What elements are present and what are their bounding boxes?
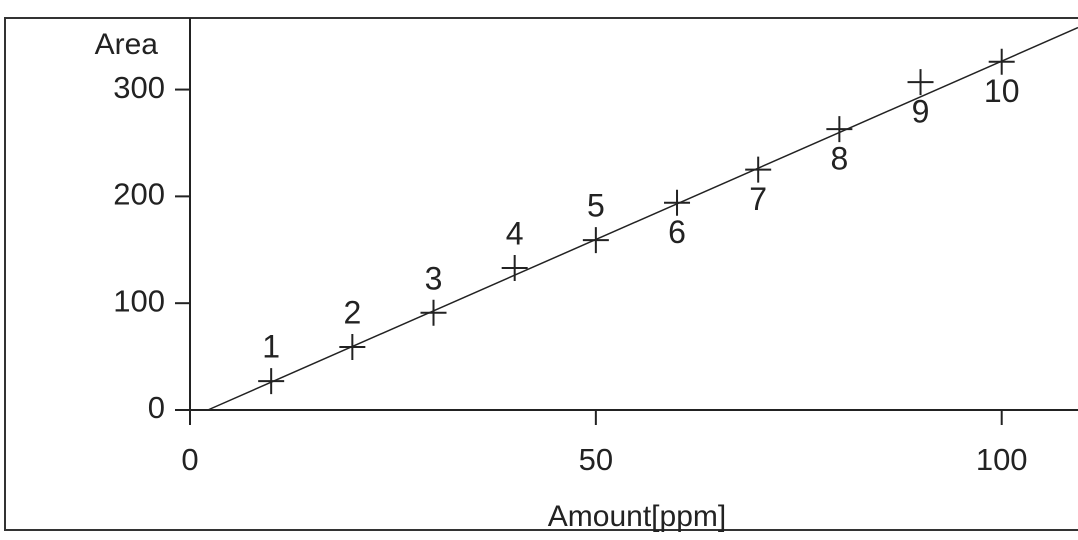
point-marker bbox=[583, 227, 609, 253]
point-marker bbox=[421, 300, 447, 326]
point-marker bbox=[826, 116, 852, 142]
point-label: 6 bbox=[668, 214, 686, 250]
y-tick-label: 100 bbox=[113, 283, 165, 318]
point-label: 3 bbox=[425, 260, 443, 296]
point-label: 10 bbox=[984, 73, 1020, 109]
y-tick-label: 0 bbox=[148, 390, 165, 425]
point-marker bbox=[908, 69, 934, 95]
point-marker bbox=[664, 190, 690, 216]
point-label: 9 bbox=[912, 94, 930, 130]
point-label: 2 bbox=[343, 294, 361, 330]
point-label: 5 bbox=[587, 188, 605, 224]
x-tick-label: 50 bbox=[579, 442, 613, 477]
point-marker bbox=[745, 157, 771, 183]
point-marker bbox=[989, 49, 1015, 75]
point-label: 4 bbox=[506, 215, 524, 251]
point-label: 8 bbox=[830, 141, 848, 177]
point-marker bbox=[258, 368, 284, 394]
point-label: 7 bbox=[749, 181, 767, 217]
point-label: 1 bbox=[262, 329, 280, 365]
x-axis-title: Amount[ppm] bbox=[548, 500, 726, 533]
point-marker bbox=[502, 255, 528, 281]
chart: Area Amount[ppm] 0 100 200 300 0 50 100 1 2 3 4 5 6 7… bbox=[0, 0, 1078, 535]
x-tick-label: 0 bbox=[181, 442, 198, 477]
y-tick-label: 200 bbox=[113, 177, 165, 212]
point-marker bbox=[339, 334, 365, 360]
x-tick-label: 100 bbox=[976, 442, 1028, 477]
y-axis-title: Area bbox=[95, 28, 159, 61]
fit-line bbox=[208, 28, 1078, 410]
y-tick-label: 300 bbox=[113, 70, 165, 105]
